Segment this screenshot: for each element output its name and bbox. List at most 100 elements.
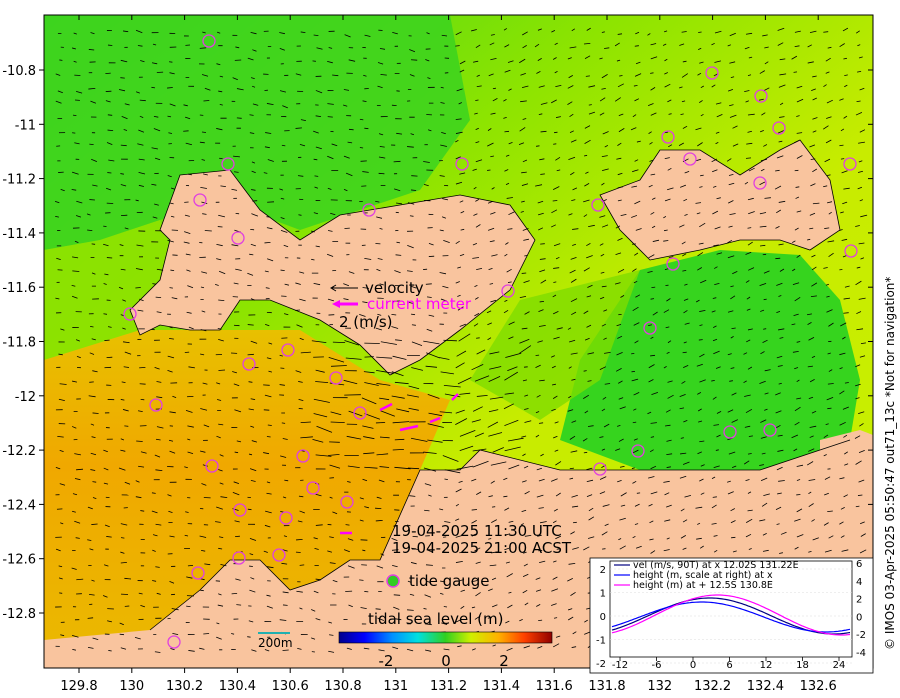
velocity-arrow (855, 30, 860, 34)
velocity-arrow (856, 266, 861, 269)
velocity-arrow (538, 549, 543, 552)
velocity-arrow (587, 284, 593, 288)
velocity-arrow (583, 199, 590, 203)
velocity-arrow (824, 227, 830, 229)
velocity-arrow (569, 130, 574, 133)
velocity-arrow (570, 278, 577, 283)
velocity-arrow (89, 143, 94, 145)
velocity-arrow (569, 269, 576, 274)
velocity-arrow (281, 562, 288, 565)
velocity-arrow (827, 510, 833, 513)
velocity-arrow (649, 538, 654, 541)
velocity-arrow (859, 199, 863, 202)
velocity-arrow (584, 139, 591, 144)
velocity-arrow (314, 547, 319, 550)
velocity-arrow (346, 647, 352, 650)
velocity-arrow (699, 440, 705, 443)
velocity-arrow (472, 168, 477, 171)
land-cobourg (600, 140, 840, 260)
velocity-arrow (855, 364, 861, 368)
tide-gauge-marker (242, 357, 256, 371)
velocity-arrow (249, 538, 257, 541)
velocity-arrow (745, 100, 749, 103)
velocity-arrow (650, 550, 656, 554)
velocity-arrow (631, 467, 635, 469)
velocity-arrow (231, 633, 235, 635)
velocity-arrow (809, 30, 817, 34)
velocity-arrow (71, 284, 76, 287)
velocity-arrow (537, 534, 542, 537)
velocity-arrow (775, 169, 780, 172)
velocity-arrow (599, 476, 607, 480)
velocity-arrow (826, 116, 832, 119)
velocity-arrow (316, 47, 323, 50)
velocity-arrow (537, 340, 543, 343)
velocity-arrow (503, 477, 508, 481)
velocity-arrow (393, 606, 400, 610)
velocity-arrow (204, 87, 211, 91)
velocity-arrow (714, 266, 718, 269)
velocity-arrow (807, 61, 814, 64)
velocity-arrow (570, 139, 577, 143)
velocity-arrow (615, 368, 622, 372)
velocity-arrow (136, 244, 144, 247)
velocity-arrow (475, 159, 483, 163)
velocity-arrow (299, 144, 306, 147)
velocity-arrow (617, 480, 622, 483)
velocity-arrow (680, 508, 685, 512)
velocity-arrow (630, 127, 637, 131)
velocity-arrow (265, 324, 270, 327)
velocity-arrow (348, 271, 355, 274)
velocity-arrow (524, 311, 530, 315)
velocity-arrow (730, 336, 734, 339)
velocity-arrow (571, 505, 579, 508)
velocity-arrow (730, 520, 736, 524)
velocity-arrow (507, 437, 524, 442)
velocity-arrow (759, 70, 766, 74)
velocity-arrow (424, 623, 432, 626)
velocity-arrow (217, 399, 222, 401)
velocity-arrow (806, 313, 812, 316)
velocity-arrow (599, 215, 606, 218)
velocity-arrow (88, 88, 96, 90)
velocity-arrow (186, 576, 193, 579)
velocity-arrow (74, 520, 81, 524)
velocity-arrow (264, 242, 271, 244)
velocity-arrow (487, 421, 499, 428)
velocity-arrow (486, 310, 492, 314)
velocity-arrow (617, 83, 624, 88)
inset-x-axis: -12 -6 0 6 12 18 24 (612, 657, 845, 671)
velocity-arrow (200, 186, 207, 189)
velocity-arrow (731, 392, 737, 396)
velocity-arrow (588, 507, 594, 512)
velocity-arrow (428, 412, 443, 417)
velocity-arrow (634, 503, 640, 507)
velocity-arrow (73, 60, 77, 63)
velocity-arrow (539, 521, 547, 524)
lat-tick-label: -12.6 (2, 553, 36, 568)
velocity-arrow (777, 434, 783, 437)
velocity-arrow (332, 511, 338, 515)
velocity-arrow (794, 45, 800, 47)
velocity-arrow (268, 342, 273, 345)
velocity-arrow (714, 283, 720, 286)
velocity-arrow (440, 86, 444, 89)
velocity-arrow (377, 85, 383, 89)
velocity-arrow (406, 609, 414, 611)
velocity-arrow (540, 453, 544, 457)
velocity-arrow (524, 420, 532, 423)
velocity-arrow (266, 492, 272, 495)
velocity-arrow (423, 161, 430, 163)
velocity-arrow (535, 145, 540, 147)
velocity-arrow (236, 88, 244, 91)
velocity-arrow (504, 130, 510, 133)
velocity-arrow (601, 74, 608, 79)
velocity-arrow (727, 491, 734, 495)
velocity-arrow (315, 245, 320, 248)
velocity-arrow (75, 339, 80, 342)
velocity-arrow (650, 491, 658, 495)
velocity-arrow (280, 197, 285, 200)
velocity-arrow (842, 406, 849, 410)
velocity-arrow (426, 32, 430, 35)
velocity-arrow (695, 299, 700, 303)
